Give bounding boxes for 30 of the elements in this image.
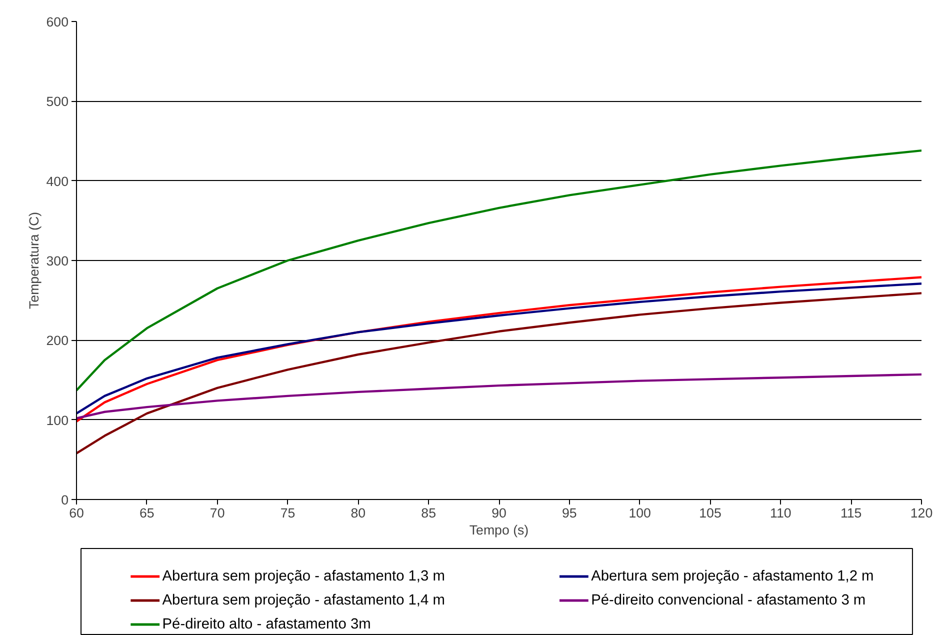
x-tick-label: 105 <box>699 506 722 520</box>
y-tick-label: 500 <box>46 94 69 110</box>
line-series <box>76 373 922 420</box>
line-series <box>76 149 922 392</box>
x-tick-label: 75 <box>280 506 296 520</box>
x-tick-label: 85 <box>421 506 436 520</box>
x-tick-label: 65 <box>140 506 154 520</box>
x-tick-label: 80 <box>350 506 366 520</box>
y-tick-label: 400 <box>46 174 69 189</box>
x-tick-label: 95 <box>562 506 577 520</box>
legend-label: Abertura sem projeção - afastamento 1,3 m <box>162 568 445 584</box>
x-tick-label: 115 <box>840 506 862 520</box>
x-tick-label: 90 <box>492 506 506 520</box>
legend-label: Abertura sem projeção - afastamento 1,2 m <box>591 568 874 584</box>
legend-label: Pé-direito convencional - afastamento 3 m <box>591 592 866 608</box>
x-tick-label: 70 <box>210 506 225 520</box>
y-tick-label: 0 <box>61 492 69 508</box>
y-tick-label: 300 <box>46 254 69 268</box>
y-tick-label: 600 <box>46 14 69 30</box>
y-tick-label: 100 <box>46 412 69 428</box>
legend-label: Abertura sem projeção - afastamento 1,4 m <box>162 592 445 608</box>
x-tick-label: 100 <box>628 506 651 520</box>
x-tick-label: 60 <box>69 506 84 520</box>
line-series <box>76 292 922 454</box>
x-axis-title: Tempo (s) <box>469 522 529 538</box>
legend-label: Pé-direito alto - afastamento 3m <box>162 616 371 632</box>
y-tick-label: 200 <box>46 333 69 348</box>
y-axis-title: Temperatura (C) <box>26 212 42 310</box>
x-tick-label: 120 <box>910 506 933 520</box>
x-tick-label: 110 <box>770 506 792 520</box>
